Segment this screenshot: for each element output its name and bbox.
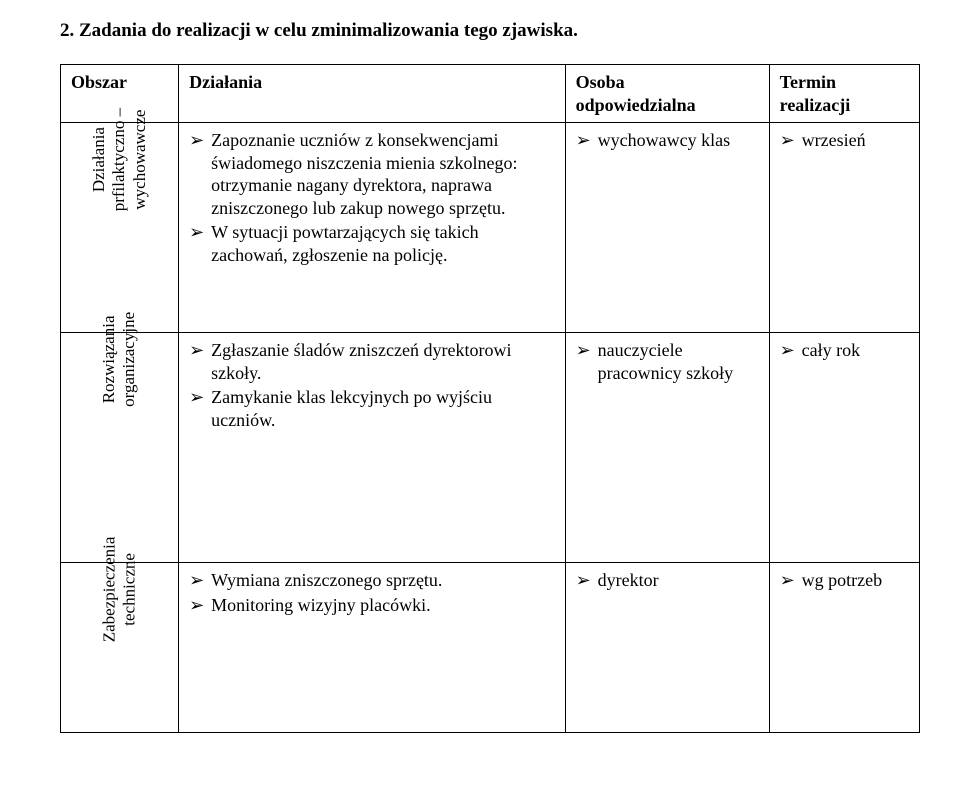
row3-obszar-label: Zabezpieczenia techniczne — [71, 569, 168, 610]
table-row: Zabezpieczenia techniczne Wymiana zniszc… — [61, 563, 920, 733]
table-row: Działania prfilaktyczno – wychowawcze Za… — [61, 123, 920, 333]
row1-term-cell: wrzesień — [769, 123, 919, 333]
row1-obszar-cell: Działania prfilaktyczno – wychowawcze — [61, 123, 179, 333]
row3-term-cell: wg potrzeb — [769, 563, 919, 733]
row2-obszar-label: Rozwiązania organizacyjne — [71, 339, 168, 380]
col-header-dzialania: Działania — [179, 65, 566, 123]
row1-responsible-list: wychowawcy klas — [576, 129, 759, 152]
list-item: nauczyciele pracownicy szkoły — [576, 339, 759, 384]
col-header-termin-l1: Termin — [780, 72, 836, 92]
row2-term-cell: cały rok — [769, 333, 919, 563]
row2-responsible-cell: nauczyciele pracownicy szkoły — [565, 333, 769, 563]
col-header-termin-l2: realizacji — [780, 95, 851, 115]
row2-actions-list: Zgłaszanie śladów zniszczeń dyrektorowi … — [189, 339, 555, 431]
table-row: Rozwiązania organizacyjne Zgłaszanie śla… — [61, 333, 920, 563]
document-page: 2. Zadania do realizacji w celu zminimal… — [0, 0, 960, 801]
tasks-table: Obszar Działania Osoba odpowiedzialna Te… — [60, 64, 920, 733]
row2-side-bot: organizacyjne — [120, 312, 140, 407]
row1-side-mid: prfilaktyczno – — [109, 108, 129, 211]
row3-side-top: Zabezpieczenia — [99, 537, 119, 643]
row2-actions-cell: Zgłaszanie śladów zniszczeń dyrektorowi … — [179, 333, 566, 563]
row2-side-top: Rozwiązania — [99, 312, 119, 407]
row2-obszar-cell: Rozwiązania organizacyjne — [61, 333, 179, 563]
list-item: Zgłaszanie śladów zniszczeń dyrektorowi … — [189, 339, 555, 384]
list-item: wychowawcy klas — [576, 129, 759, 152]
list-item: Monitoring wizyjny placówki. — [189, 594, 555, 617]
row3-obszar-cell: Zabezpieczenia techniczne — [61, 563, 179, 733]
row1-actions-cell: Zapoznanie uczniów z konsekwencjami świa… — [179, 123, 566, 333]
row2-term-list: cały rok — [780, 339, 909, 362]
list-item: W sytuacji powtarzających się takich zac… — [189, 221, 555, 266]
row1-side-bot: wychowawcze — [130, 108, 150, 211]
col-header-termin: Termin realizacji — [769, 65, 919, 123]
row1-actions-list: Zapoznanie uczniów z konsekwencjami świa… — [189, 129, 555, 266]
list-item: wg potrzeb — [780, 569, 909, 592]
table-header-row: Obszar Działania Osoba odpowiedzialna Te… — [61, 65, 920, 123]
list-item: wrzesień — [780, 129, 909, 152]
list-item: Zapoznanie uczniów z konsekwencjami świa… — [189, 129, 555, 219]
col-header-osoba: Osoba odpowiedzialna — [565, 65, 769, 123]
row1-obszar-label: Działania prfilaktyczno – wychowawcze — [71, 129, 168, 190]
list-item: cały rok — [780, 339, 909, 362]
row1-responsible-cell: wychowawcy klas — [565, 123, 769, 333]
row3-term-list: wg potrzeb — [780, 569, 909, 592]
row3-actions-cell: Wymiana zniszczonego sprzętu. Monitoring… — [179, 563, 566, 733]
row3-responsible-list: dyrektor — [576, 569, 759, 592]
col-header-osoba-l1: Osoba — [576, 72, 625, 92]
row3-responsible-cell: dyrektor — [565, 563, 769, 733]
row1-term-list: wrzesień — [780, 129, 909, 152]
row2-responsible-list: nauczyciele pracownicy szkoły — [576, 339, 759, 384]
col-header-osoba-l2: odpowiedzialna — [576, 95, 696, 115]
section-heading: 2. Zadania do realizacji w celu zminimal… — [60, 20, 920, 42]
row3-actions-list: Wymiana zniszczonego sprzętu. Monitoring… — [189, 569, 555, 616]
row3-side-bot: techniczne — [120, 537, 140, 643]
list-item: dyrektor — [576, 569, 759, 592]
list-item: Wymiana zniszczonego sprzętu. — [189, 569, 555, 592]
list-item: Zamykanie klas lekcyjnych po wyjściu ucz… — [189, 386, 555, 431]
row1-side-top: Działania — [89, 108, 109, 211]
